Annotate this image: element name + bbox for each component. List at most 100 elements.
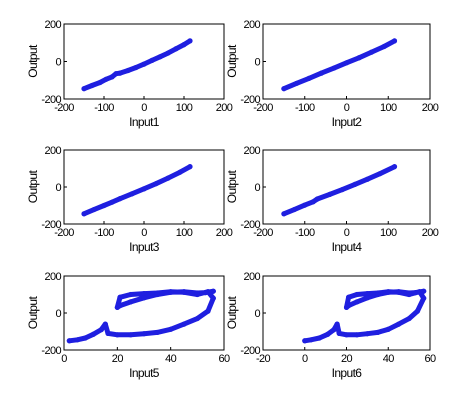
x-axis-label: Input6 xyxy=(332,366,363,380)
data-point xyxy=(343,332,350,338)
data-trace xyxy=(81,38,193,92)
y-axis-label: Output xyxy=(225,296,239,330)
y-tick-label: 0 xyxy=(55,57,61,69)
data-point xyxy=(331,327,337,333)
x-tick-label: 20 xyxy=(112,353,124,365)
data-point xyxy=(381,43,387,50)
data-point xyxy=(354,291,360,298)
data-point xyxy=(334,321,340,327)
y-tick-label: -200 xyxy=(240,219,260,231)
data-point xyxy=(141,61,147,67)
y-tick-label: -200 xyxy=(240,94,260,106)
y-tick-label: 200 xyxy=(44,271,61,283)
data-point xyxy=(364,176,370,182)
x-tick-label: 20 xyxy=(341,353,353,365)
x-tick-label: -100 xyxy=(295,102,315,114)
data-point xyxy=(396,321,402,327)
data-point xyxy=(308,337,314,343)
data-point xyxy=(113,71,119,77)
data-point xyxy=(165,175,171,181)
data-point xyxy=(356,55,362,61)
y-tick-label: -200 xyxy=(41,345,61,357)
data-point xyxy=(391,164,398,170)
y-axis-label: Output xyxy=(225,170,239,204)
subplot-4: -200 -100 0 100 200 -200 0 200 Input4 Output xyxy=(225,145,439,254)
x-tick-label: 200 xyxy=(422,102,439,114)
data-point xyxy=(74,337,80,343)
data-point xyxy=(293,80,299,87)
data-point xyxy=(141,331,147,337)
x-tick-label: 60 xyxy=(424,353,436,365)
data-point xyxy=(396,289,402,295)
data-point xyxy=(352,181,358,188)
data-point xyxy=(117,303,123,309)
data-point xyxy=(141,290,147,297)
data-point xyxy=(154,329,160,336)
x-tick-label: 60 xyxy=(218,353,230,365)
y-tick-label: -200 xyxy=(240,345,260,357)
x-tick-label: -200 xyxy=(54,102,74,114)
data-point xyxy=(385,289,391,295)
x-tick-label: -20 xyxy=(256,353,271,365)
x-axis-label: Input2 xyxy=(332,115,363,129)
x-tick-label: -100 xyxy=(94,227,114,239)
data-point xyxy=(165,50,171,56)
data-point xyxy=(354,299,360,305)
plot-frame xyxy=(262,275,431,351)
data-point xyxy=(208,289,214,295)
data-point xyxy=(181,289,187,295)
data-trace xyxy=(281,38,397,92)
x-axis-label: Input5 xyxy=(129,366,160,380)
data-point xyxy=(354,332,360,338)
data-point xyxy=(91,206,97,213)
data-point xyxy=(194,290,200,296)
data-point xyxy=(364,290,370,297)
data-point xyxy=(128,299,134,305)
y-axis-label: Output xyxy=(26,296,40,330)
y-axis-label: Output xyxy=(26,44,40,78)
y-tick-label: 0 xyxy=(254,57,260,69)
data-point xyxy=(345,294,352,300)
subplot-2: -200 -100 0 100 200 -200 0 200 Input2 Output xyxy=(225,19,439,129)
data-point xyxy=(66,338,72,344)
data-point xyxy=(302,338,308,344)
x-tick-label: -100 xyxy=(94,102,114,114)
data-point xyxy=(128,332,134,338)
data-point xyxy=(385,326,391,332)
y-axis-label: Output xyxy=(26,170,40,204)
data-point xyxy=(141,186,147,192)
data-point xyxy=(133,64,139,71)
data-point xyxy=(177,169,183,175)
x-tick-label: 40 xyxy=(165,353,177,365)
x-tick-label: 100 xyxy=(176,227,193,239)
data-point xyxy=(406,290,412,296)
x-tick-label: 200 xyxy=(216,102,233,114)
data-point xyxy=(117,196,123,202)
data-point xyxy=(98,327,104,333)
data-point xyxy=(194,315,200,322)
y-tick-label: 200 xyxy=(243,271,260,283)
data-point xyxy=(316,335,322,341)
data-point xyxy=(102,321,108,327)
data-point xyxy=(377,171,383,177)
data-point xyxy=(318,70,325,76)
subplot-1: -200 -100 0 100 200 -200 0 200 Input1 Output xyxy=(26,19,233,129)
data-point xyxy=(114,332,120,338)
y-tick-label: 0 xyxy=(254,182,260,194)
data-point xyxy=(105,330,111,336)
data-point xyxy=(364,295,370,301)
x-tick-label: 200 xyxy=(422,227,439,239)
x-axis-label: Input4 xyxy=(332,240,363,254)
data-point xyxy=(406,315,412,322)
data-point xyxy=(81,211,87,217)
data-point xyxy=(291,206,297,213)
data-point xyxy=(375,329,381,336)
data-point xyxy=(281,86,287,92)
data-point xyxy=(325,331,331,337)
x-axis-label: Input1 xyxy=(129,115,160,129)
data-point xyxy=(109,199,115,205)
data-point xyxy=(331,65,337,71)
data-point xyxy=(310,199,316,205)
data-point xyxy=(210,295,216,301)
